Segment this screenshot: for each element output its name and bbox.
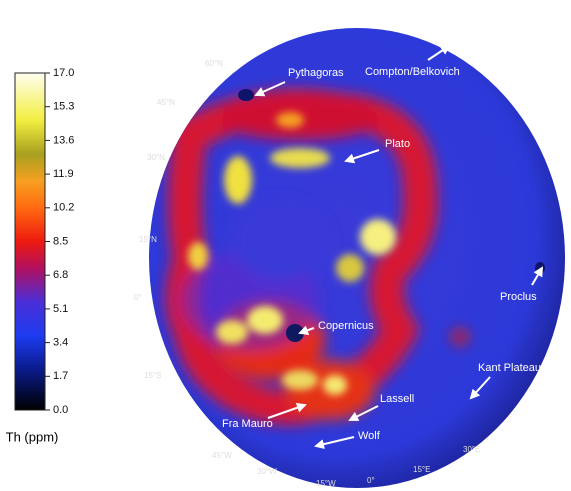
colorbar-tick-label: 13.6 <box>53 134 74 146</box>
colorbar-tick-label: 1.7 <box>53 370 68 382</box>
lon-label: 30°W <box>257 467 277 476</box>
colorbar-tick-label: 3.4 <box>53 337 68 349</box>
feature-label: Wolf <box>358 430 381 442</box>
colorbar-tick-label: 11.9 <box>53 168 74 180</box>
lat-label: 15°N <box>139 235 157 244</box>
lon-label: 15°E <box>413 465 430 474</box>
lon-label: 45°W <box>212 451 232 460</box>
colorbar-tick-label: 17.0 <box>53 67 74 79</box>
lon-label: 15°W <box>316 479 336 488</box>
lat-label: 0° <box>134 293 142 302</box>
colorbar-tick-label: 8.5 <box>53 235 68 247</box>
feature-label: Pythagoras <box>288 67 344 79</box>
feature-label: Lassell <box>380 393 414 405</box>
moon-disk <box>149 28 565 488</box>
feature-label: Compton/Belkovich <box>365 66 460 78</box>
lat-label: 60°N <box>205 59 223 68</box>
lon-label: 30°E <box>463 445 480 454</box>
colorbar-tick-label: 5.1 <box>53 303 68 315</box>
lunar-thorium-map: Th (ppm) <box>0 0 571 491</box>
feature-label: Kant Plateau <box>478 362 541 374</box>
colorbar-tick-label: 15.3 <box>53 101 74 113</box>
colorbar: Th (ppm) <box>6 73 59 444</box>
lat-label: 15°S <box>144 371 161 380</box>
lat-label: 30°N <box>147 153 165 162</box>
feature-label: Copernicus <box>318 320 374 332</box>
colorbar-tick-label: 6.8 <box>53 269 68 281</box>
feature-label: Plato <box>385 138 410 150</box>
colorbar-scale <box>15 73 45 410</box>
lon-label: 0° <box>367 476 375 485</box>
colorbar-tick-label: 0.0 <box>53 404 68 416</box>
colorbar-title: Th (ppm) <box>6 429 59 444</box>
feature-label: Fra Mauro <box>222 418 273 430</box>
lat-label: 45°N <box>157 98 175 107</box>
colorbar-tick-label: 10.2 <box>53 202 74 214</box>
feature-label: Proclus <box>500 291 537 303</box>
